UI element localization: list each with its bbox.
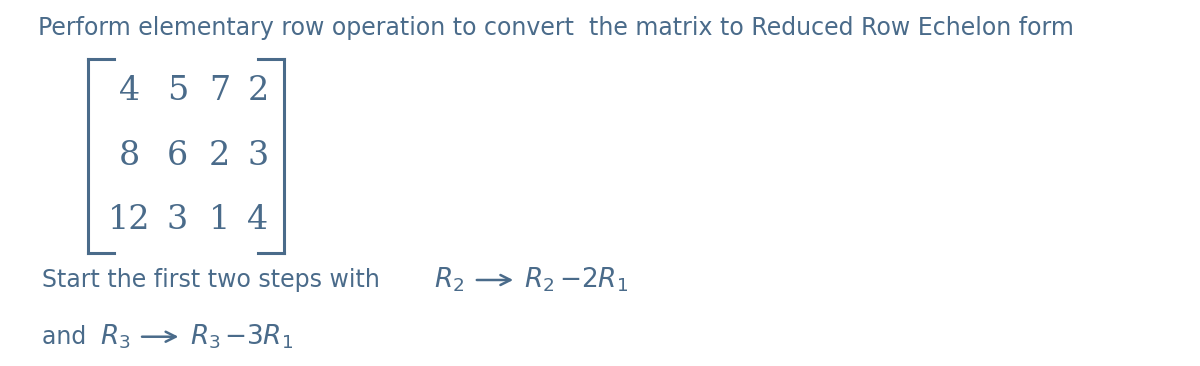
Text: 3: 3 — [167, 203, 188, 236]
Text: $- 2R_1$: $- 2R_1$ — [559, 266, 629, 294]
Text: $- 3R_1$: $- 3R_1$ — [224, 322, 294, 351]
Text: $R_2$: $R_2$ — [434, 266, 464, 294]
Text: 2: 2 — [247, 75, 269, 108]
Text: $R_2$: $R_2$ — [524, 266, 554, 294]
Text: 3: 3 — [247, 139, 269, 172]
Text: $R_3$: $R_3$ — [190, 322, 220, 351]
Text: 6: 6 — [167, 139, 188, 172]
Text: $R_3$: $R_3$ — [100, 322, 130, 351]
Text: and: and — [42, 325, 94, 349]
Text: 4: 4 — [119, 75, 140, 108]
Text: 8: 8 — [119, 139, 140, 172]
Text: 4: 4 — [247, 203, 269, 236]
Text: 1: 1 — [209, 203, 230, 236]
Text: Perform elementary row operation to convert  the matrix to Reduced Row Echelon f: Perform elementary row operation to conv… — [38, 16, 1074, 41]
Text: 2: 2 — [209, 139, 230, 172]
Text: 5: 5 — [167, 75, 188, 108]
Text: 7: 7 — [209, 75, 230, 108]
Text: 12: 12 — [108, 203, 151, 236]
Text: Start the first two steps with: Start the first two steps with — [42, 268, 388, 292]
